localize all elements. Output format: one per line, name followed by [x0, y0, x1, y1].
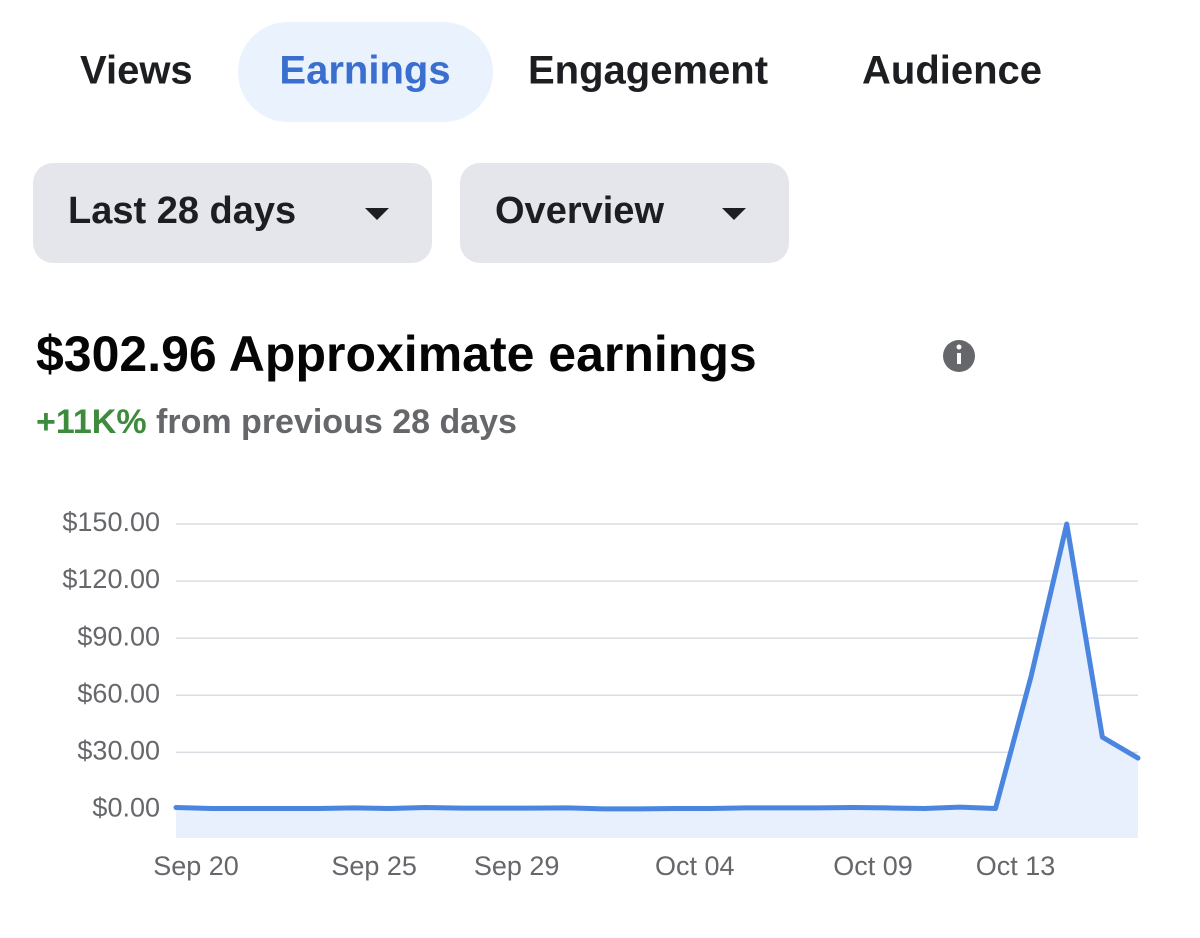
filter-button[interactable] — [33, 163, 432, 263]
info-icon-glyph — [957, 353, 961, 364]
filter-label: Overview — [495, 190, 664, 232]
line — [173, 521, 1141, 812]
tab[interactable]: Audience — [862, 49, 1042, 93]
headline: $302.96 Approximate earnings — [36, 326, 757, 382]
x-tick-label: Sep 20 — [153, 851, 239, 881]
y-tick-label: $30.00 — [77, 735, 160, 765]
x-tick-label: Oct 13 — [976, 851, 1056, 881]
x-tick-label: Sep 25 — [331, 851, 417, 881]
x-tick-label: Sep 29 — [474, 851, 560, 881]
y-tick-label: $150.00 — [62, 507, 160, 537]
dropdown-arrow — [365, 208, 389, 220]
earnings-label: Approximate earnings — [229, 326, 757, 382]
change-value: +11K% — [36, 403, 147, 441]
y-tick-label: $60.00 — [77, 678, 160, 708]
dropdown-arrow — [722, 208, 746, 220]
change-text: from previous 28 days — [156, 403, 517, 441]
tab[interactable]: Views — [80, 49, 193, 93]
chart: $0.00 $30.00 $60.00 $90.00 $120.00 $150.00 Sep… — [62, 507, 1141, 881]
filter-button[interactable] — [460, 163, 789, 263]
y-tick-label: $90.00 — [77, 621, 160, 651]
filter-label: Last 28 days — [68, 190, 296, 232]
earnings-amount: $302.96 — [36, 326, 217, 382]
x-tick-label: Oct 09 — [833, 851, 913, 881]
change-line: +11K% from previous 28 days — [36, 403, 517, 441]
x-tick-label: Oct 04 — [655, 851, 735, 881]
tab-active[interactable]: Earnings — [279, 49, 450, 93]
area — [176, 524, 1138, 838]
y-tick-label: $0.00 — [92, 793, 160, 823]
y-tick-label: $120.00 — [62, 564, 160, 594]
tab[interactable]: Engagement — [528, 49, 768, 93]
tab-highlight — [238, 22, 493, 122]
info-icon-glyph — [956, 344, 962, 350]
